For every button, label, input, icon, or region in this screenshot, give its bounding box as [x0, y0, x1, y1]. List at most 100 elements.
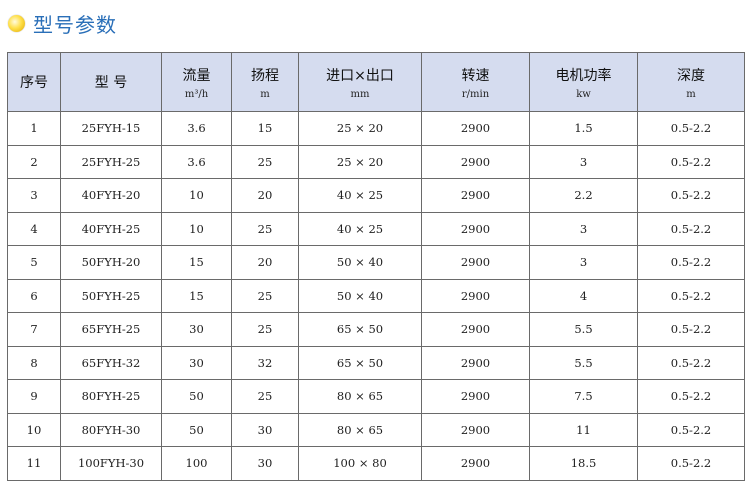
table-cell: 50FYH-20 — [60, 245, 162, 280]
table-cell: 2900 — [421, 379, 530, 414]
table-cell: 40FYH-25 — [60, 211, 162, 246]
table-cell: 2900 — [421, 211, 530, 246]
column-header-unit: mm — [350, 88, 370, 100]
table-row: 4 40FYH-25 10 25 40 × 25 2900 3 0.5-2.2 — [7, 211, 745, 246]
table-cell: 15 — [231, 111, 299, 146]
table-cell: 40FYH-20 — [60, 178, 162, 213]
column-header-label: 型 号 — [94, 75, 128, 91]
table-cell: 40 × 25 — [298, 178, 422, 213]
table-cell: 80 × 65 — [298, 379, 422, 414]
table-cell: 50 — [161, 379, 232, 414]
table-cell: 30 — [161, 312, 232, 347]
table-cell: 0.5-2.2 — [637, 446, 745, 481]
table-cell: 10 — [161, 178, 232, 213]
column-header-label: 深度 — [677, 67, 705, 84]
table-cell: 0.5-2.2 — [637, 278, 745, 313]
table-cell: 0.5-2.2 — [637, 144, 745, 179]
table-cell: 2900 — [421, 412, 530, 447]
table-row: 5 50FYH-20 15 20 50 × 40 2900 3 0.5-2.2 — [7, 245, 745, 280]
table-cell: 0.5-2.2 — [637, 379, 745, 414]
table-cell: 3 — [529, 144, 638, 179]
table-cell: 32 — [231, 345, 299, 380]
column-header-unit: r/min — [461, 88, 490, 100]
table-cell: 2900 — [421, 446, 530, 481]
column-header: 电机功率 kw — [529, 52, 638, 112]
column-header-label: 扬程 — [251, 67, 279, 84]
column-header: 进口×出口 mm — [298, 52, 422, 112]
column-header-label: 电机功率 — [555, 67, 612, 84]
column-header-unit: m — [686, 88, 696, 100]
table-cell: 5.5 — [529, 345, 638, 380]
table-row: 1 25FYH-15 3.6 15 25 × 20 2900 1.5 0.5-2.2 — [7, 111, 745, 146]
table-row: 6 50FYH-25 15 25 50 × 40 2900 4 0.5-2.2 — [7, 278, 745, 313]
table-cell: 20 — [231, 245, 299, 280]
table-cell: 25 × 20 — [298, 144, 422, 179]
table-row: 2 25FYH-25 3.6 25 25 × 20 2900 3 0.5-2.2 — [7, 144, 745, 179]
table-cell: 10 — [7, 412, 61, 447]
column-header: 型 号 — [60, 52, 162, 112]
table-cell: 7 — [7, 312, 61, 347]
table-row: 10 80FYH-30 50 30 80 × 65 2900 11 0.5-2.2 — [7, 412, 745, 447]
table-cell: 50 — [161, 412, 232, 447]
column-header: 深度 m — [637, 52, 745, 112]
table-cell: 3 — [7, 178, 61, 213]
table-cell: 65 × 50 — [298, 312, 422, 347]
column-header-unit: m³/h — [184, 88, 209, 100]
table-cell: 3 — [529, 211, 638, 246]
column-header: 流量 m³/h — [161, 52, 232, 112]
table-header-row: 序号 型 号 流量 m³/h 扬程 m 进口×出口 mm 转速 r/min 电机功率 kw 深度 m — [7, 52, 745, 112]
table-cell: 9 — [7, 379, 61, 414]
table-row: 11 100FYH-30 100 30 100 × 80 2900 18.5 0.5-2.2 — [7, 446, 745, 481]
table-cell: 100 — [161, 446, 232, 481]
table-cell: 0.5-2.2 — [637, 412, 745, 447]
column-header: 转速 r/min — [421, 52, 530, 112]
table-cell: 25FYH-25 — [60, 144, 162, 179]
table-cell: 18.5 — [529, 446, 638, 481]
table-cell: 3.6 — [161, 111, 232, 146]
table-cell: 3 — [529, 245, 638, 280]
table-cell: 30 — [161, 345, 232, 380]
table-cell: 15 — [161, 278, 232, 313]
table-cell: 7.5 — [529, 379, 638, 414]
table-cell: 2900 — [421, 312, 530, 347]
column-header-unit: kw — [576, 88, 591, 100]
table-cell: 80 × 65 — [298, 412, 422, 447]
table-cell: 80FYH-30 — [60, 412, 162, 447]
bullet-icon — [8, 14, 25, 32]
table-cell: 25 — [231, 379, 299, 414]
table-cell: 25 — [231, 144, 299, 179]
table-cell: 50 × 40 — [298, 245, 422, 280]
table-cell: 15 — [161, 245, 232, 280]
table-cell: 25 — [231, 278, 299, 313]
table-cell: 25 — [231, 211, 299, 246]
table-cell: 65 × 50 — [298, 345, 422, 380]
table-cell: 25FYH-15 — [60, 111, 162, 146]
table-cell: 30 — [231, 446, 299, 481]
table-cell: 2900 — [421, 245, 530, 280]
table-cell: 0.5-2.2 — [637, 312, 745, 347]
column-header-label: 进口×出口 — [326, 67, 394, 84]
table-cell: 2900 — [421, 144, 530, 179]
column-header-label: 序号 — [20, 75, 48, 91]
table-cell: 0.5-2.2 — [637, 211, 745, 246]
table-cell: 3.6 — [161, 144, 232, 179]
table-cell: 20 — [231, 178, 299, 213]
column-header: 序号 — [7, 52, 61, 112]
column-header: 扬程 m — [231, 52, 299, 112]
table-cell: 0.5-2.2 — [637, 111, 745, 146]
table-row: 7 65FYH-25 30 25 65 × 50 2900 5.5 0.5-2.2 — [7, 312, 745, 347]
table-cell: 0.5-2.2 — [637, 345, 745, 380]
table-cell: 25 — [231, 312, 299, 347]
column-header-label: 转速 — [461, 67, 490, 84]
table-cell: 8 — [7, 345, 61, 380]
section-title-text: 型号参数 — [33, 12, 117, 37]
table-cell: 1 — [7, 111, 61, 146]
table-cell: 2900 — [421, 178, 530, 213]
table-cell: 2900 — [421, 345, 530, 380]
table-cell: 2 — [7, 144, 61, 179]
table-cell: 25 × 20 — [298, 111, 422, 146]
table-cell: 2900 — [421, 278, 530, 313]
table-cell: 0.5-2.2 — [637, 178, 745, 213]
table-cell: 4 — [7, 211, 61, 246]
